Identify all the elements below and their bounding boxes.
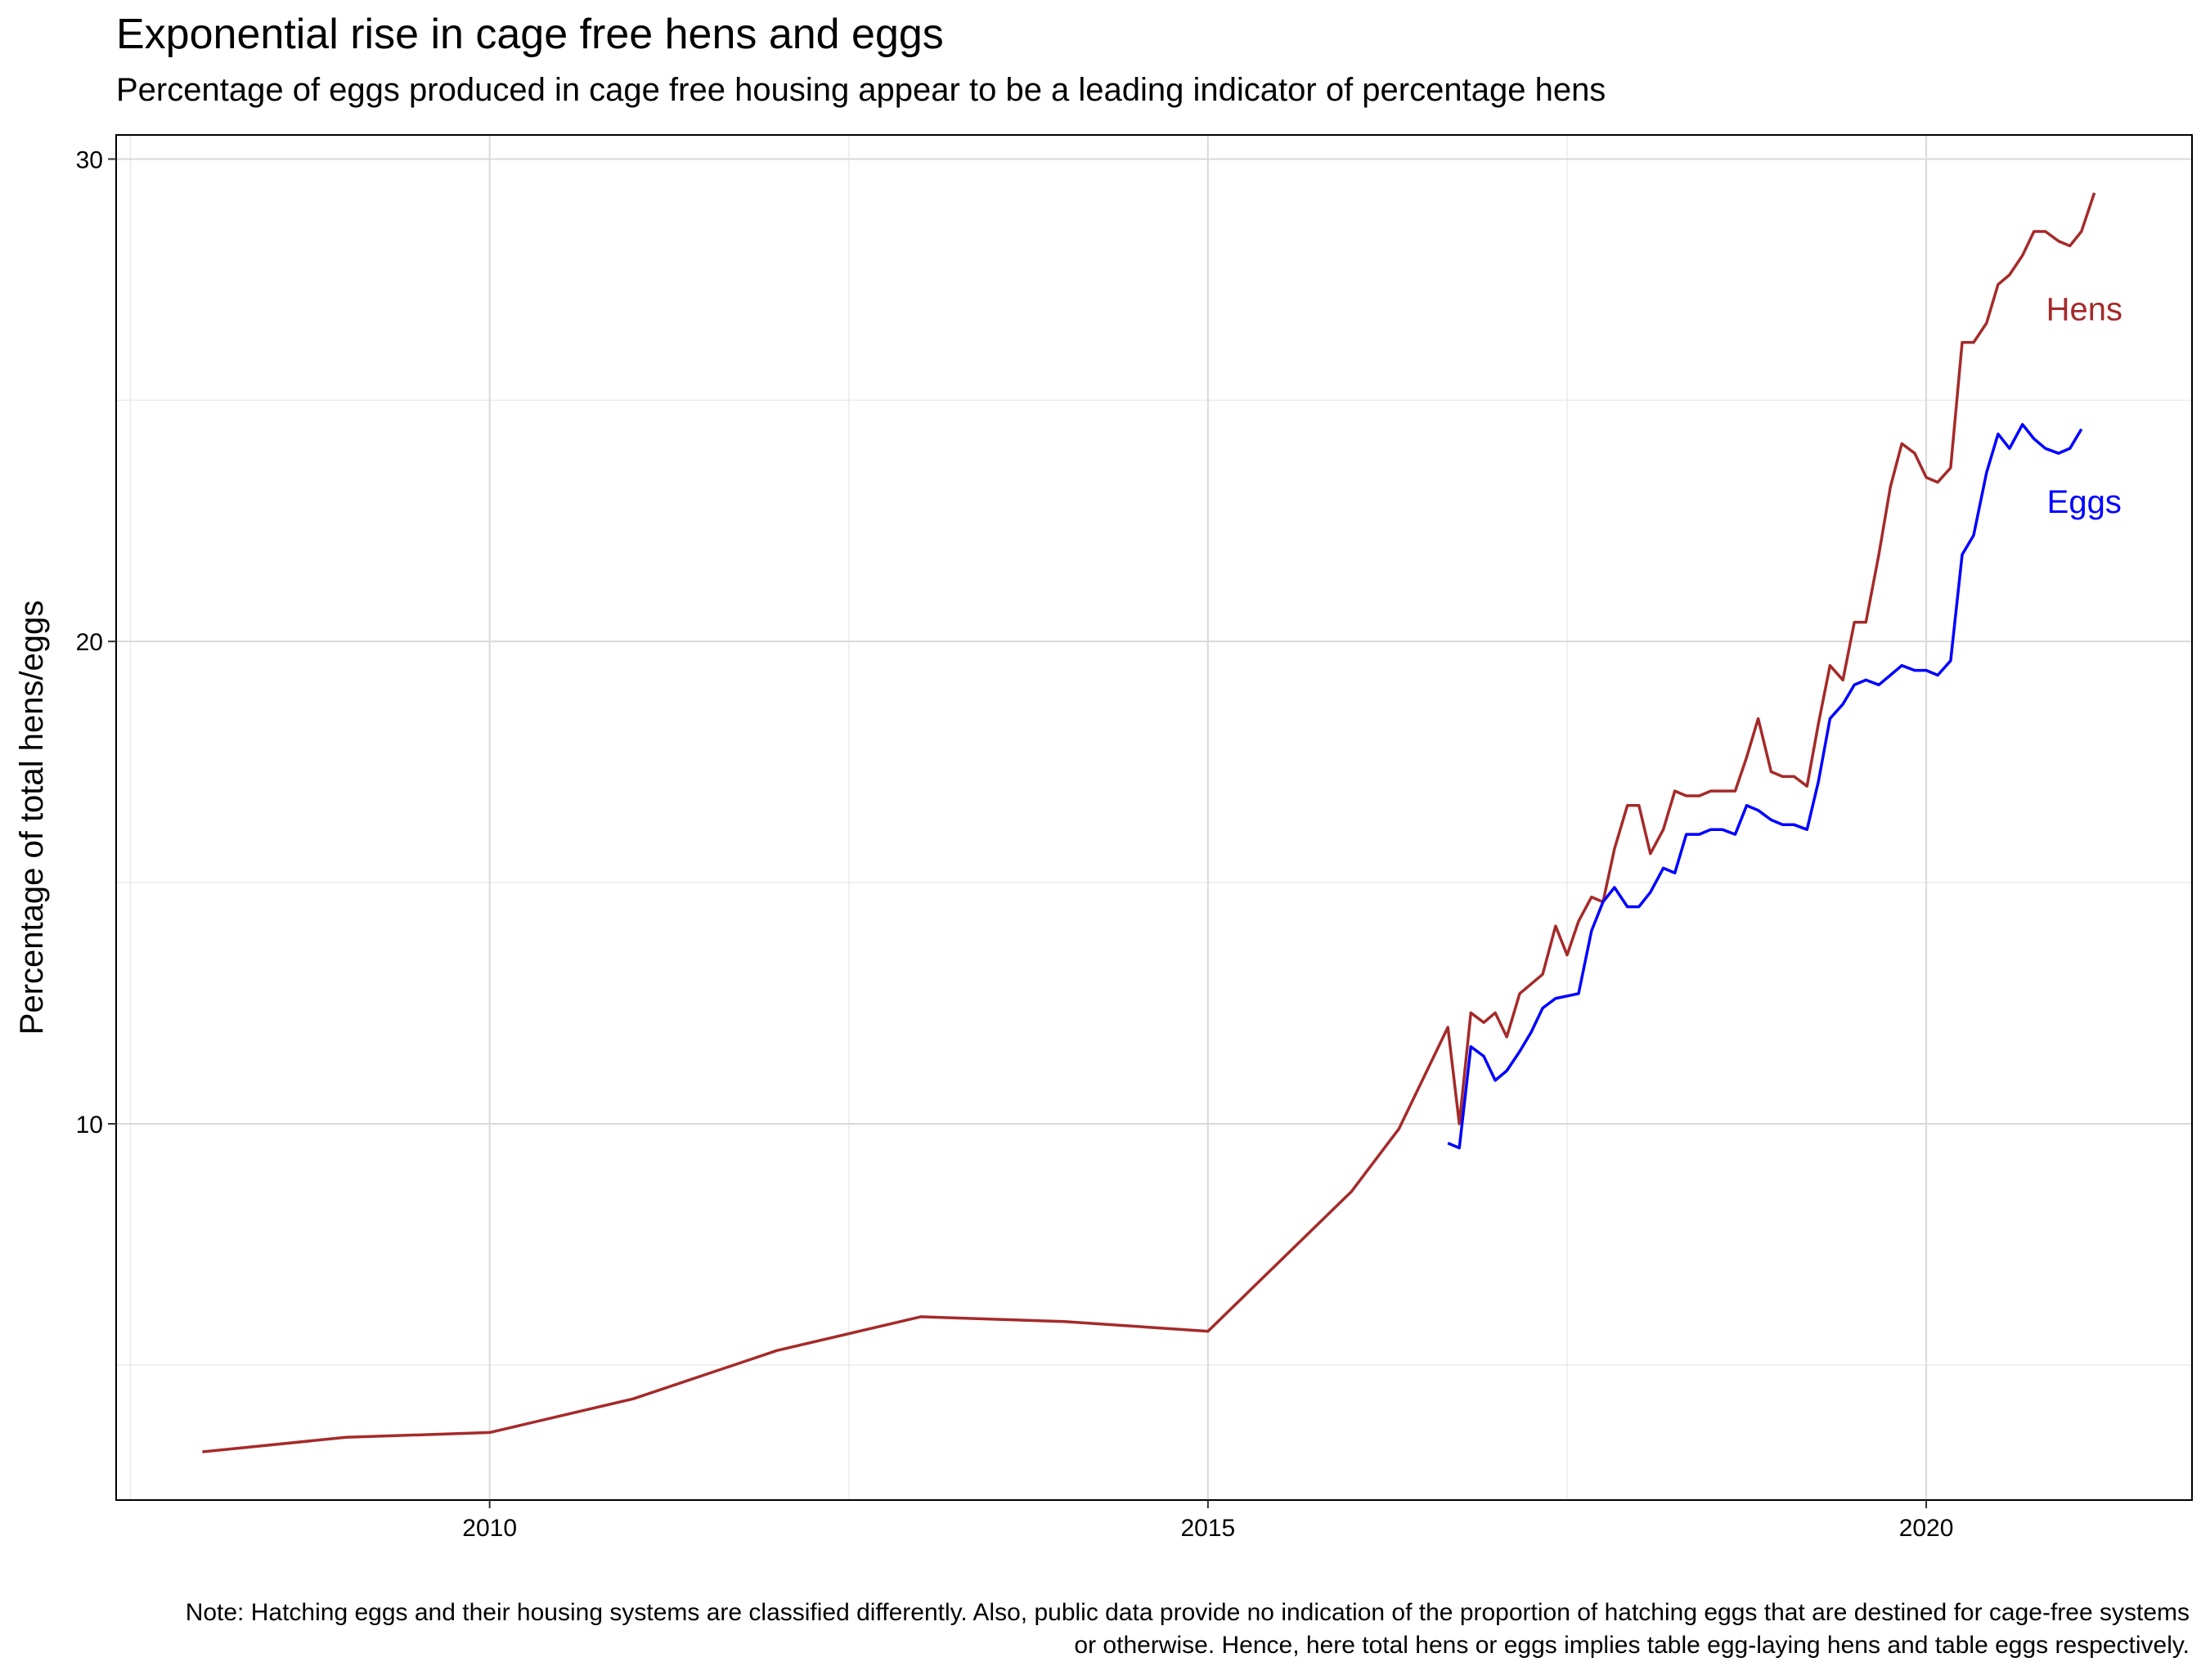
hens-series-label: Hens xyxy=(2046,291,2122,327)
eggs-series-line xyxy=(1447,423,2083,1150)
chart-title: Exponential rise in cage free hens and e… xyxy=(116,11,944,58)
major-gridlines xyxy=(116,135,2192,1500)
hens-series-line xyxy=(202,192,2096,1453)
x-tick-label: 2010 xyxy=(462,1515,517,1542)
eggs-series-label: Eggs xyxy=(2047,484,2122,520)
y-tick-label: 30 xyxy=(76,146,103,173)
x-tick-label: 2020 xyxy=(1899,1515,1954,1542)
x-tick-label: 2015 xyxy=(1180,1515,1235,1542)
y-axis-label: Percentage of total hens/eggs xyxy=(14,600,50,1035)
series-labels: Hens Eggs xyxy=(2046,291,2122,520)
caption-line-1: Note: Hatching eggs and their housing sy… xyxy=(185,1599,2190,1626)
minor-gridlines xyxy=(116,135,2192,1500)
line-chart: 2010 2015 2020 10 20 30 Hens Eggs Percentage o… xyxy=(14,134,2193,1542)
plot-panel-border xyxy=(115,134,2193,1501)
chart-subtitle: Percentage of eggs produced in cage free… xyxy=(116,72,1606,108)
axis-ticks: 2010 2015 2020 10 20 30 xyxy=(76,146,1954,1542)
series-lines xyxy=(202,192,2096,1453)
caption-line-2: or otherwise. Hence, here total hens or … xyxy=(1074,1632,2190,1659)
y-tick-label: 20 xyxy=(76,629,103,656)
y-tick-label: 10 xyxy=(76,1112,103,1139)
